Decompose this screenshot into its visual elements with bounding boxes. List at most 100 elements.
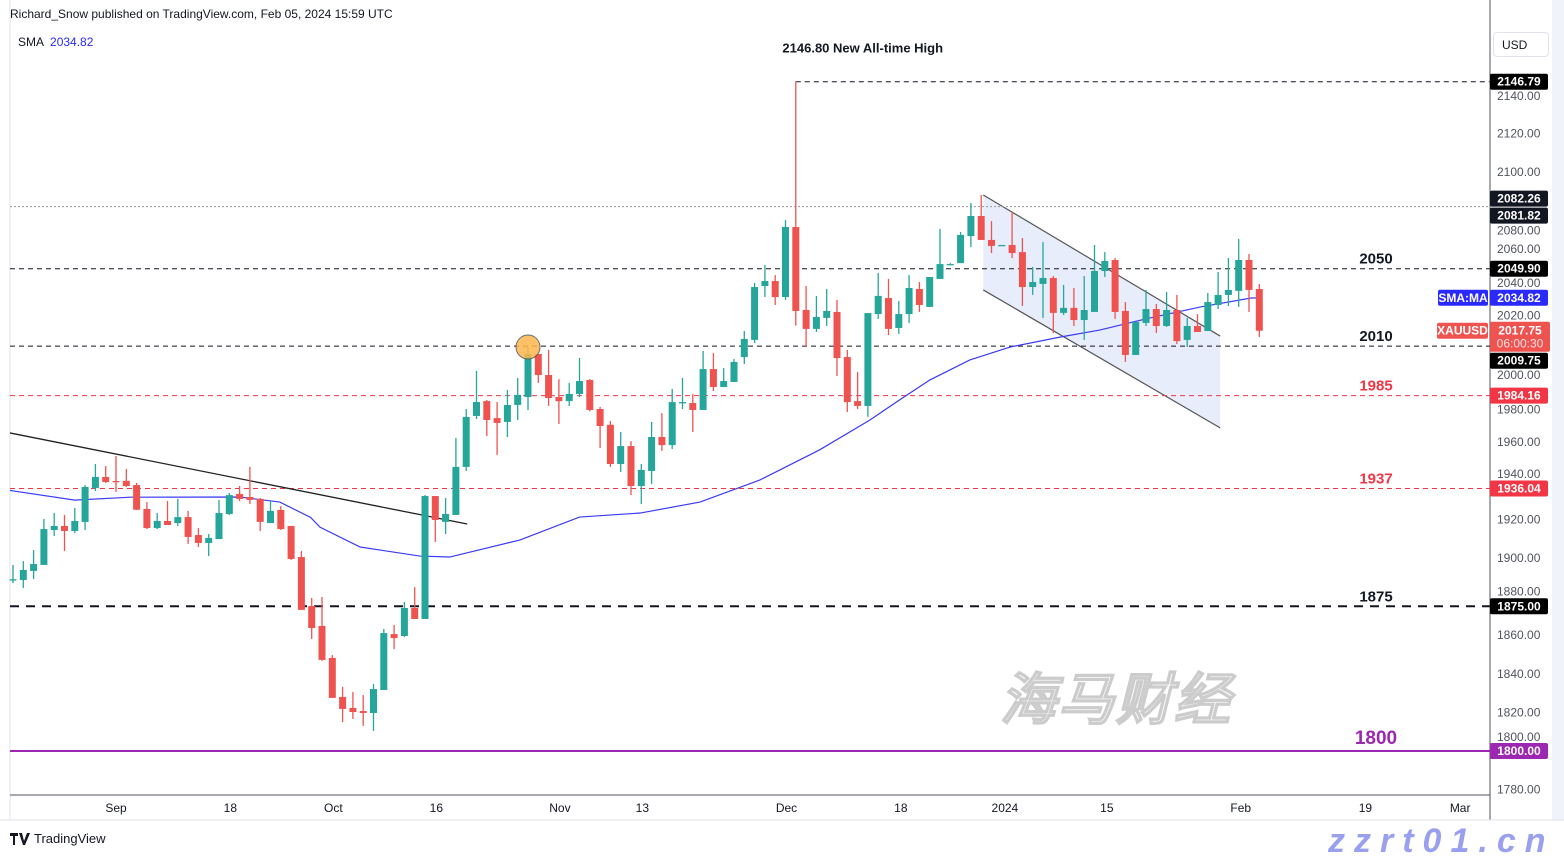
- x-tick-label: Feb: [1230, 801, 1251, 815]
- price-badge-bg: [1490, 190, 1548, 207]
- price-badge-bg: [1490, 387, 1548, 404]
- watermark-chinese: 海马财经: [999, 667, 1232, 732]
- candle-down: [1245, 260, 1253, 290]
- price-badge-bg: [1490, 207, 1548, 224]
- candle-down: [236, 493, 244, 499]
- candle-up: [946, 264, 954, 266]
- x-tick-label: Sep: [105, 801, 127, 815]
- candle-up: [1080, 309, 1088, 321]
- candle-down: [1255, 288, 1263, 331]
- candle-down: [164, 520, 171, 525]
- y-tick-label: 2020.00: [1497, 308, 1541, 322]
- candle-up: [1060, 307, 1068, 313]
- x-tick-label: 19: [1359, 801, 1373, 815]
- candle-down: [1121, 310, 1129, 355]
- candle-up: [442, 513, 450, 522]
- candle-up: [1163, 309, 1171, 327]
- candle-down: [977, 216, 985, 240]
- candle-up: [514, 394, 522, 405]
- candle-down: [246, 497, 254, 500]
- candle-up: [761, 281, 769, 287]
- price-badge: 1936.04: [1497, 481, 1541, 495]
- candle-down: [256, 498, 264, 522]
- candle-up: [812, 316, 820, 329]
- candle-up: [215, 513, 223, 540]
- candle-up: [1204, 302, 1212, 332]
- candle-down: [1018, 252, 1026, 288]
- price-badge: 1875.00: [1497, 599, 1541, 613]
- indicator-legend[interactable]: SMA 2034.82: [18, 35, 93, 49]
- y-tick-label: 2120.00: [1497, 126, 1541, 140]
- candle-up: [30, 563, 38, 571]
- candle-down: [493, 418, 501, 423]
- candle-up: [9, 579, 17, 581]
- candle-up: [400, 607, 408, 636]
- candle-up: [998, 244, 1006, 247]
- y-tick-label: 1940.00: [1497, 467, 1541, 481]
- candle-down: [709, 369, 717, 388]
- y-tick-label: 1800.00: [1497, 730, 1541, 744]
- last-price-value: 2017.75: [1498, 324, 1542, 338]
- price-badge: 1984.16: [1497, 389, 1541, 403]
- candle-down: [339, 696, 347, 709]
- candle-up: [1029, 282, 1037, 288]
- candle-up: [1142, 309, 1150, 323]
- candle-up: [421, 496, 429, 619]
- candle-down: [586, 380, 594, 410]
- y-tick-label: 1780.00: [1497, 783, 1541, 797]
- y-tick-label: 1960.00: [1497, 435, 1541, 449]
- candle-down: [133, 485, 141, 510]
- candle-up: [71, 520, 79, 531]
- candle-down: [545, 375, 553, 399]
- candle-up: [782, 227, 789, 298]
- price-badge-bg: [1490, 73, 1548, 90]
- y-tick-label: 2080.00: [1497, 224, 1541, 238]
- candle-down: [596, 409, 604, 426]
- y-tick-label: 1820.00: [1497, 705, 1541, 719]
- scrollbar-strip[interactable]: [1552, 0, 1564, 820]
- candle-up: [1101, 260, 1109, 272]
- candle-down: [359, 711, 367, 713]
- price-badge-bg: [1490, 352, 1548, 369]
- candle-up: [617, 446, 625, 465]
- x-tick-label: Nov: [549, 801, 570, 815]
- candle-down: [658, 436, 666, 446]
- currency-selector[interactable]: USD: [1493, 32, 1549, 57]
- candle-up: [81, 486, 89, 522]
- candle-down: [1049, 277, 1057, 313]
- candle-down: [287, 525, 295, 559]
- y-tick-label: 1880.00: [1497, 585, 1541, 599]
- y-tick-label: 1900.00: [1497, 551, 1541, 565]
- publish-info: Richard_Snow published on TradingView.co…: [10, 7, 393, 21]
- candle-down: [318, 625, 326, 660]
- candle-up: [462, 416, 470, 467]
- candle-up: [267, 510, 274, 524]
- candle-up: [895, 314, 903, 328]
- candle-down: [1194, 326, 1201, 332]
- candle-up: [91, 476, 99, 488]
- candle-down: [854, 401, 862, 406]
- tradingview-logo[interactable]: TradingView: [10, 831, 106, 846]
- highlight-circle: [515, 334, 541, 360]
- candle-up: [679, 402, 686, 404]
- candle-up: [1091, 271, 1098, 312]
- candle-down: [112, 480, 120, 483]
- trendline: [9, 432, 468, 525]
- level-label: 2050: [1359, 251, 1392, 268]
- candle-up: [648, 436, 656, 471]
- candle-down: [122, 480, 130, 487]
- candle-down: [1070, 307, 1078, 321]
- candle-down: [483, 401, 491, 421]
- candle-down: [390, 634, 398, 639]
- candle-up: [905, 287, 913, 315]
- candle-up: [1183, 326, 1191, 340]
- candle-up: [380, 633, 388, 691]
- candle-down: [792, 227, 800, 311]
- candle-up: [524, 353, 532, 398]
- price-badge-bg: [1490, 260, 1548, 277]
- candle-down: [534, 353, 542, 376]
- price-badge: 2146.79: [1497, 75, 1541, 89]
- candle-up: [1214, 294, 1222, 305]
- x-tick-label: 15: [1100, 801, 1114, 815]
